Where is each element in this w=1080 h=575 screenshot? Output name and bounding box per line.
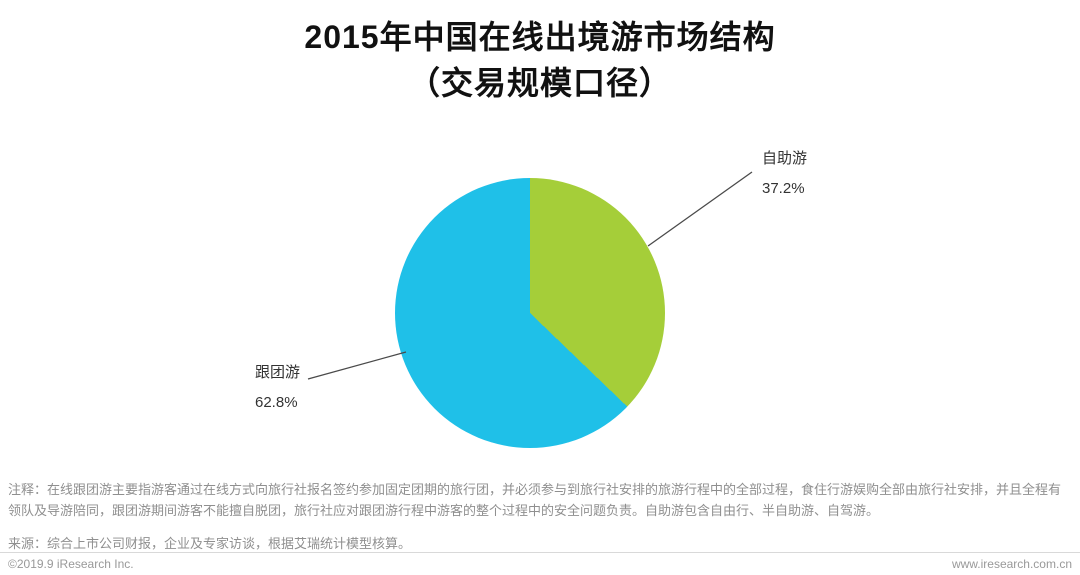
callout-zizhuyou-label: 自助游 xyxy=(762,150,808,167)
notes-block: 注释：在线跟团游主要指游客通过在线方式向旅行社报名签约参加固定团期的旅行团，并必… xyxy=(8,479,1072,554)
leader-line-gentuanyou xyxy=(307,351,407,380)
pie xyxy=(395,178,665,448)
callout-gentuanyou: 跟团游 62.8% xyxy=(255,358,300,418)
title-block: 2015年中国在线出境游市场结构 （交易规模口径） xyxy=(0,14,1080,106)
chart-title-line2: （交易规模口径） xyxy=(407,65,672,101)
source-text: 来源：综合上市公司财报，企业及专家访谈，根据艾瑞统计模型核算。 xyxy=(8,536,412,551)
leader-line-zizhuyou xyxy=(647,171,753,247)
callout-zizhuyou: 自助游 37.2% xyxy=(762,144,807,204)
callout-gentuanyou-label: 跟团游 xyxy=(255,364,301,381)
callout-zizhuyou-value: 37.2% xyxy=(762,180,805,197)
chart-title-line1: 2015年中国在线出境游市场结构 xyxy=(304,19,776,55)
website-link[interactable]: www.iresearch.com.cn xyxy=(951,557,1072,571)
footer: ©2019.9 iResearch Inc. www.iresearch.com… xyxy=(0,552,1080,575)
copyright-text: ©2019.9 iResearch Inc. xyxy=(8,557,134,571)
callout-gentuanyou-value: 62.8% xyxy=(255,394,298,411)
annotation-text: 注释：在线跟团游主要指游客通过在线方式向旅行社报名签约参加固定团期的旅行团，并必… xyxy=(8,482,1062,518)
